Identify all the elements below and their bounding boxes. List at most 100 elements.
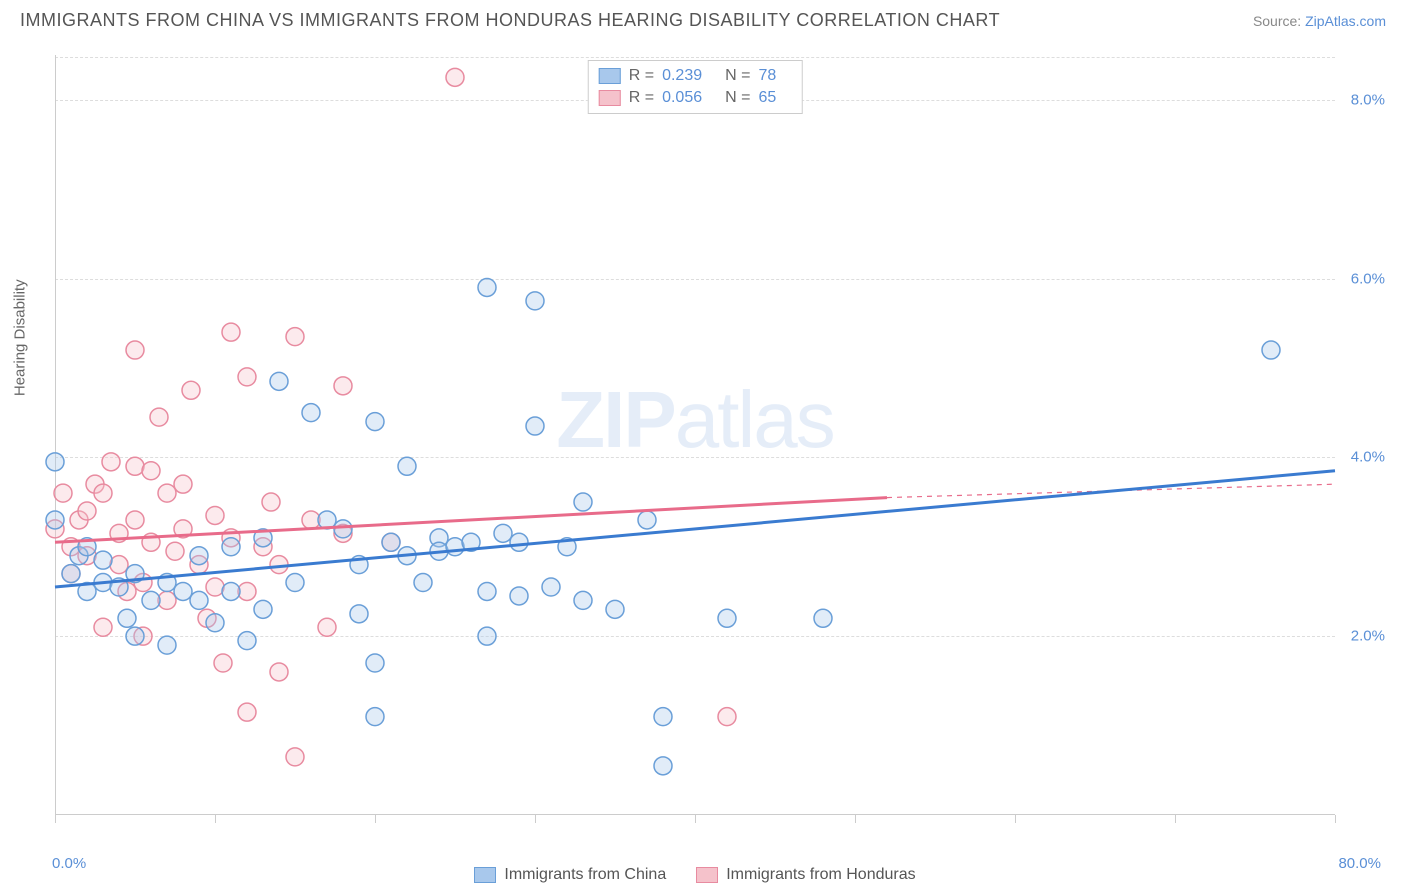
scatter-point — [190, 591, 208, 609]
scatter-point — [398, 457, 416, 475]
legend-item-china: Immigrants from China — [474, 866, 666, 884]
legend-label-china: Immigrants from China — [504, 866, 666, 884]
scatter-point — [166, 542, 184, 560]
scatter-point — [286, 748, 304, 766]
scatter-point — [366, 654, 384, 672]
x-tick — [1175, 815, 1176, 823]
scatter-point — [150, 408, 168, 426]
y-tick-label: 2.0% — [1340, 628, 1385, 645]
scatter-point — [638, 511, 656, 529]
chart-header: IMMIGRANTS FROM CHINA VS IMMIGRANTS FROM… — [0, 0, 1406, 36]
scatter-point — [174, 582, 192, 600]
legend-series: Immigrants from China Immigrants from Ho… — [55, 866, 1335, 884]
legend-row-china: R = 0.239 N = 78 — [599, 65, 792, 87]
scatter-point — [1262, 341, 1280, 359]
scatter-point — [94, 551, 112, 569]
scatter-point — [526, 292, 544, 310]
r-value-china: 0.239 — [662, 67, 702, 85]
scatter-point — [190, 547, 208, 565]
source-link[interactable]: ZipAtlas.com — [1305, 13, 1386, 29]
scatter-point — [158, 636, 176, 654]
source-prefix: Source: — [1253, 13, 1305, 29]
scatter-point — [478, 278, 496, 296]
source-attribution: Source: ZipAtlas.com — [1253, 13, 1386, 29]
scatter-point — [382, 533, 400, 551]
legend-item-honduras: Immigrants from Honduras — [696, 866, 915, 884]
scatter-point — [574, 493, 592, 511]
legend-correlation: R = 0.239 N = 78 R = 0.056 N = 65 — [588, 60, 803, 114]
plot-area: 2.0%4.0%6.0%8.0% ZIPatlas R = 0.239 N = … — [55, 55, 1335, 815]
scatter-point — [654, 757, 672, 775]
scatter-point — [206, 578, 224, 596]
scatter-point — [126, 511, 144, 529]
chart-container: 2.0%4.0%6.0%8.0% ZIPatlas R = 0.239 N = … — [55, 55, 1335, 815]
scatter-point — [102, 453, 120, 471]
scatter-point — [718, 609, 736, 627]
legend-row-honduras: R = 0.056 N = 65 — [599, 87, 792, 109]
x-tick — [535, 815, 536, 823]
scatter-point — [174, 475, 192, 493]
scatter-point — [262, 493, 280, 511]
scatter-point — [222, 538, 240, 556]
trend-line — [55, 471, 1335, 587]
scatter-point — [94, 618, 112, 636]
scatter-point — [158, 484, 176, 502]
scatter-point — [270, 372, 288, 390]
scatter-point — [54, 484, 72, 502]
scatter-point — [814, 609, 832, 627]
x-tick — [215, 815, 216, 823]
scatter-point — [446, 538, 464, 556]
scatter-point — [118, 609, 136, 627]
scatter-point — [350, 605, 368, 623]
scatter-point — [286, 574, 304, 592]
scatter-point — [574, 591, 592, 609]
scatter-point — [142, 591, 160, 609]
y-tick-label: 8.0% — [1340, 91, 1385, 108]
scatter-point — [238, 703, 256, 721]
legend-label-honduras: Immigrants from Honduras — [726, 866, 915, 884]
x-tick — [695, 815, 696, 823]
scatter-point — [446, 68, 464, 86]
scatter-point — [62, 565, 80, 583]
x-tick — [1015, 815, 1016, 823]
y-tick-label: 4.0% — [1340, 449, 1385, 466]
legend-swatch-honduras — [696, 867, 718, 883]
x-tick — [1335, 815, 1336, 823]
plot-svg — [55, 55, 1335, 815]
scatter-point — [478, 627, 496, 645]
scatter-point — [334, 520, 352, 538]
scatter-point — [606, 600, 624, 618]
scatter-point — [46, 453, 64, 471]
scatter-point — [542, 578, 560, 596]
n-value-honduras: 65 — [758, 89, 776, 107]
scatter-point — [526, 417, 544, 435]
scatter-point — [254, 600, 272, 618]
x-tick — [855, 815, 856, 823]
scatter-point — [182, 381, 200, 399]
scatter-point — [286, 328, 304, 346]
swatch-china — [599, 68, 621, 84]
scatter-point — [302, 404, 320, 422]
scatter-point — [510, 533, 528, 551]
n-value-china: 78 — [758, 67, 776, 85]
scatter-point — [334, 377, 352, 395]
scatter-point — [222, 582, 240, 600]
scatter-point — [126, 457, 144, 475]
scatter-point — [206, 614, 224, 632]
scatter-point — [222, 323, 240, 341]
scatter-point — [78, 502, 96, 520]
scatter-point — [366, 413, 384, 431]
legend-swatch-china — [474, 867, 496, 883]
scatter-point — [414, 574, 432, 592]
scatter-point — [478, 582, 496, 600]
scatter-point — [718, 708, 736, 726]
scatter-point — [318, 618, 336, 636]
scatter-point — [238, 632, 256, 650]
scatter-point — [206, 506, 224, 524]
y-tick-label: 6.0% — [1340, 270, 1385, 287]
scatter-point — [494, 524, 512, 542]
swatch-honduras — [599, 90, 621, 106]
scatter-point — [270, 663, 288, 681]
scatter-point — [126, 341, 144, 359]
scatter-point — [46, 511, 64, 529]
